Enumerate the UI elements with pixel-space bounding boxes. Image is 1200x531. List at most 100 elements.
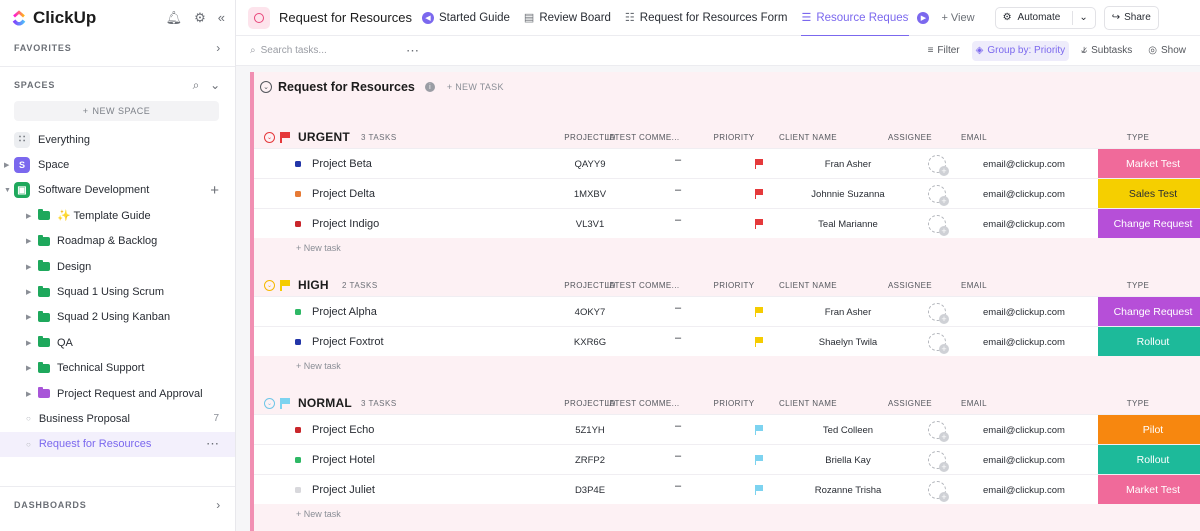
column-header[interactable]: ASSIGNEE bbox=[887, 133, 933, 142]
add-assignee-icon[interactable] bbox=[928, 303, 949, 324]
latest-comment[interactable]: – bbox=[675, 154, 682, 166]
priority-flag-icon[interactable] bbox=[755, 189, 764, 199]
share-button[interactable]: ↪ Share bbox=[1103, 5, 1159, 30]
tab-request-form[interactable]: ☷ Request for Resources Form bbox=[625, 0, 788, 36]
more-icon[interactable]: ⋯ bbox=[206, 436, 219, 452]
table-row[interactable]: Project Beta QAYY9 – Fran Asher email@clicku… bbox=[254, 148, 1200, 178]
sidebar-folder[interactable]: ▶ Technical Support bbox=[0, 356, 235, 381]
column-header[interactable]: PRIORITY bbox=[713, 133, 755, 142]
priority-flag-icon[interactable] bbox=[755, 307, 764, 317]
task-name[interactable]: Project Hotel bbox=[312, 454, 375, 466]
search-tasks[interactable]: ⌕ Search tasks... bbox=[250, 45, 400, 56]
column-header[interactable]: EMAIL bbox=[960, 281, 987, 290]
type-badge[interactable]: Market Test bbox=[1098, 149, 1200, 178]
sidebar-item-business-proposal[interactable]: ○ Business Proposal 7 bbox=[0, 406, 235, 431]
status-square[interactable] bbox=[295, 191, 301, 197]
column-header[interactable]: LATEST COMME... bbox=[604, 399, 680, 408]
new-space-button[interactable]: + NEW SPACE bbox=[14, 101, 219, 121]
email[interactable]: email@clickup.com bbox=[983, 189, 1065, 200]
group-by-button[interactable]: ◈ Group by: Priority bbox=[971, 40, 1070, 61]
type-badge[interactable]: Sales Test bbox=[1098, 179, 1200, 208]
add-assignee-icon[interactable] bbox=[928, 421, 949, 442]
column-header[interactable]: PRIORITY bbox=[713, 399, 755, 408]
collapse-group-icon[interactable]: ⌄ bbox=[264, 397, 275, 409]
latest-comment[interactable]: – bbox=[675, 184, 682, 196]
chevron-right-icon[interactable]: › bbox=[216, 498, 221, 512]
status-square[interactable] bbox=[295, 427, 301, 433]
column-header[interactable]: PROJECT ID bbox=[564, 281, 616, 290]
email[interactable]: email@clickup.com bbox=[983, 455, 1065, 466]
table-row[interactable]: Project Alpha 4OKY7 – Fran Asher email@click… bbox=[254, 296, 1200, 326]
add-assignee-icon[interactable] bbox=[928, 481, 949, 502]
priority-flag-icon[interactable] bbox=[755, 159, 764, 169]
task-name[interactable]: Project Beta bbox=[312, 158, 372, 170]
task-name[interactable]: Project Foxtrot bbox=[312, 336, 384, 348]
status-square[interactable] bbox=[295, 487, 301, 493]
type-badge[interactable]: Change Request bbox=[1098, 297, 1200, 326]
add-assignee-icon[interactable] bbox=[928, 333, 949, 354]
column-header[interactable]: CLIENT NAME bbox=[778, 399, 838, 408]
search-icon[interactable]: ⌕ bbox=[192, 77, 201, 92]
status-square[interactable] bbox=[295, 221, 301, 227]
table-row[interactable]: Project Juliet D3P4E – Rozanne Trisha email@… bbox=[254, 474, 1200, 504]
tab-review-board[interactable]: ▤ Review Board bbox=[524, 0, 611, 36]
table-row[interactable]: Project Indigo VL3V1 – Teal Marianne email@c… bbox=[254, 208, 1200, 238]
sidebar-folder[interactable]: ▶ Design bbox=[0, 254, 235, 279]
table-row[interactable]: Project Hotel ZRFP2 – Briella Kay email@clic… bbox=[254, 444, 1200, 474]
clickup-logo[interactable]: ClickUp bbox=[10, 8, 96, 28]
priority-flag-icon[interactable] bbox=[755, 337, 764, 347]
chevron-right-icon[interactable]: ▶ bbox=[917, 11, 930, 24]
caret-right-icon[interactable]: ▶ bbox=[26, 365, 32, 373]
sidebar-item-space[interactable]: ▶ S Space bbox=[0, 152, 235, 177]
type-badge[interactable]: Rollout bbox=[1098, 445, 1200, 474]
caret-right-icon[interactable]: ▶ bbox=[4, 162, 10, 170]
table-row[interactable]: Project Echo 5Z1YH – Ted Colleen email@click… bbox=[254, 414, 1200, 444]
email[interactable]: email@clickup.com bbox=[983, 307, 1065, 318]
column-header[interactable]: EMAIL bbox=[960, 399, 987, 408]
column-header[interactable]: LATEST COMME... bbox=[604, 281, 680, 290]
task-name[interactable]: Project Delta bbox=[312, 188, 375, 200]
email[interactable]: email@clickup.com bbox=[983, 485, 1065, 496]
sidebar-folder[interactable]: ▶ QA bbox=[0, 330, 235, 355]
column-header[interactable]: PRIORITY bbox=[713, 281, 755, 290]
table-row[interactable]: Project Delta 1MXBV – Johnnie Suzanna email@… bbox=[254, 178, 1200, 208]
email[interactable]: email@clickup.com bbox=[983, 159, 1065, 170]
type-badge[interactable]: Pilot bbox=[1098, 415, 1200, 444]
latest-comment[interactable]: – bbox=[675, 480, 682, 492]
caret-right-icon[interactable]: ▶ bbox=[26, 212, 32, 220]
tab-resource-requests[interactable]: ☰ Resource Requests bbox=[801, 0, 910, 36]
caret-right-icon[interactable]: ▶ bbox=[26, 314, 32, 322]
add-assignee-icon[interactable] bbox=[928, 451, 949, 472]
status-square[interactable] bbox=[295, 339, 301, 345]
column-header[interactable]: PROJECT ID bbox=[564, 133, 616, 142]
task-name[interactable]: Project Juliet bbox=[312, 484, 375, 496]
sidebar-item-software-development[interactable]: ▼ ▣ Software Development + bbox=[0, 178, 235, 203]
caret-right-icon[interactable]: ▶ bbox=[26, 390, 32, 398]
caret-right-icon[interactable]: ▶ bbox=[26, 289, 32, 297]
priority-flag-icon[interactable] bbox=[755, 485, 764, 495]
caret-right-icon[interactable]: ▶ bbox=[26, 263, 32, 271]
type-badge[interactable]: Change Request bbox=[1098, 209, 1200, 238]
bell-icon[interactable]: 🔔︎ bbox=[165, 10, 183, 25]
status-square[interactable] bbox=[295, 309, 301, 315]
search-input[interactable]: Search tasks... bbox=[260, 45, 327, 56]
tab-started-guide[interactable]: ◀ Started Guide bbox=[421, 0, 510, 36]
add-assignee-icon[interactable] bbox=[928, 185, 949, 206]
info-icon[interactable]: i bbox=[424, 82, 435, 92]
priority-flag-icon[interactable] bbox=[755, 455, 764, 465]
add-assignee-icon[interactable] bbox=[928, 155, 949, 176]
more-icon[interactable]: ⋯ bbox=[406, 42, 419, 58]
new-task-button[interactable]: + NEW TASK bbox=[446, 82, 504, 92]
column-header[interactable]: LATEST COMME... bbox=[604, 133, 680, 142]
column-header[interactable]: CLIENT NAME bbox=[778, 133, 838, 142]
latest-comment[interactable]: – bbox=[675, 420, 682, 432]
sidebar-folder[interactable]: ▶ Squad 1 Using Scrum bbox=[0, 279, 235, 304]
caret-down-icon[interactable]: ▼ bbox=[4, 186, 11, 194]
priority-flag-icon[interactable] bbox=[755, 219, 764, 229]
column-header[interactable]: PROJECT ID bbox=[564, 399, 616, 408]
column-header[interactable]: CLIENT NAME bbox=[778, 281, 838, 290]
column-header[interactable]: ASSIGNEE bbox=[887, 281, 933, 290]
column-header[interactable]: TYPE bbox=[1126, 399, 1150, 408]
type-badge[interactable]: Market Test bbox=[1098, 475, 1200, 504]
email[interactable]: email@clickup.com bbox=[983, 337, 1065, 348]
